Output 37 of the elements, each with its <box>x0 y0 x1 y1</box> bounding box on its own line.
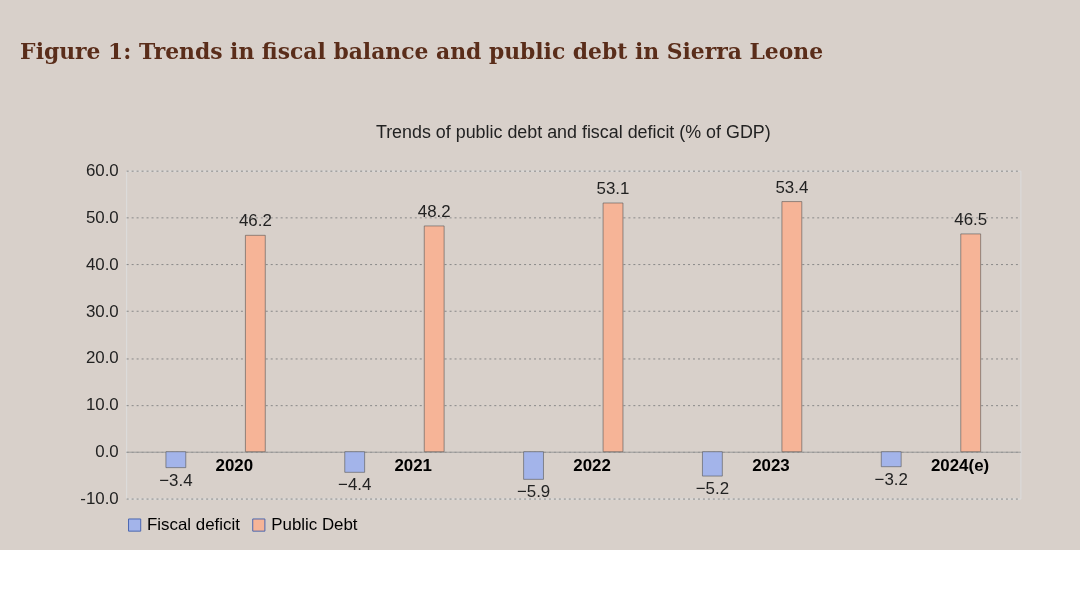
legend-label: Public Debt <box>271 515 358 535</box>
bar <box>344 451 365 473</box>
bar <box>702 451 723 477</box>
data-label: 48.2 <box>417 202 451 221</box>
y-tick-label: 30.0 <box>85 301 119 321</box>
bar <box>781 201 803 453</box>
x-tick-label: 2020 <box>215 456 254 476</box>
bar <box>602 202 624 453</box>
data-label: 53.1 <box>596 179 630 199</box>
bar <box>523 451 544 480</box>
chart-title: Figure 1: Trends in fiscal balance and public debt in Sierra Leone <box>20 38 824 65</box>
data-label: −5.9 <box>516 482 551 502</box>
y-tick-label: -10.0 <box>80 489 119 509</box>
y-tick-label: 50.0 <box>85 207 119 227</box>
legend-label: Fiscal deficit <box>147 515 241 535</box>
data-label: 53.4 <box>775 177 809 197</box>
data-label: −3.2 <box>874 469 908 489</box>
y-tick-label: 40.0 <box>85 254 119 274</box>
data-label: −3.4 <box>159 470 193 490</box>
data-label: −5.2 <box>695 478 730 498</box>
y-tick-label: 60.0 <box>85 161 119 181</box>
bar <box>165 451 187 468</box>
bar <box>960 233 981 453</box>
bar <box>423 225 445 453</box>
data-label: 46.5 <box>954 209 988 229</box>
data-label: 46.2 <box>238 211 272 231</box>
bar <box>245 235 266 453</box>
y-tick-label: 10.0 <box>85 395 119 415</box>
y-tick-label: 20.0 <box>85 348 119 368</box>
bar <box>880 451 902 467</box>
x-tick-label: 2023 <box>752 456 790 476</box>
chart-subtitle: Trends of public debt and fiscal deficit (% of GDP) <box>375 121 771 142</box>
data-label: −4.4 <box>338 475 372 495</box>
y-tick-label: 0.0 <box>95 442 119 462</box>
x-tick-label: 2024(e) <box>930 456 990 476</box>
x-tick-label: 2022 <box>573 456 611 476</box>
x-tick-label: 2021 <box>394 456 432 476</box>
